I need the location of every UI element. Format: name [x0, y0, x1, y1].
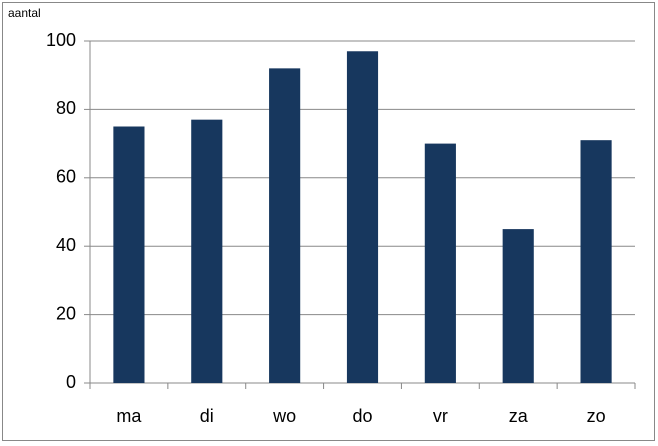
x-tick-label: vr	[433, 406, 448, 426]
x-tick-label: do	[352, 406, 372, 426]
bar	[346, 51, 379, 383]
x-tick-label: za	[509, 406, 529, 426]
bar	[424, 143, 456, 383]
bar	[191, 119, 223, 383]
bar	[502, 229, 534, 383]
y-axis-label: aantal	[8, 6, 41, 20]
y-tick-label: 100	[46, 30, 76, 50]
x-tick-label: zo	[587, 406, 606, 426]
chart-border	[2, 2, 655, 441]
y-tick-label: 60	[56, 167, 76, 187]
x-tick-label: di	[200, 406, 214, 426]
x-tick-label: ma	[116, 406, 142, 426]
y-tick-label: 0	[66, 372, 76, 392]
y-tick-label: 80	[56, 98, 76, 118]
x-tick-label: wo	[272, 406, 296, 426]
bar	[269, 68, 301, 384]
bar	[580, 140, 612, 383]
bar	[113, 126, 145, 383]
y-tick-label: 40	[56, 235, 76, 255]
y-tick-label: 20	[56, 303, 76, 323]
